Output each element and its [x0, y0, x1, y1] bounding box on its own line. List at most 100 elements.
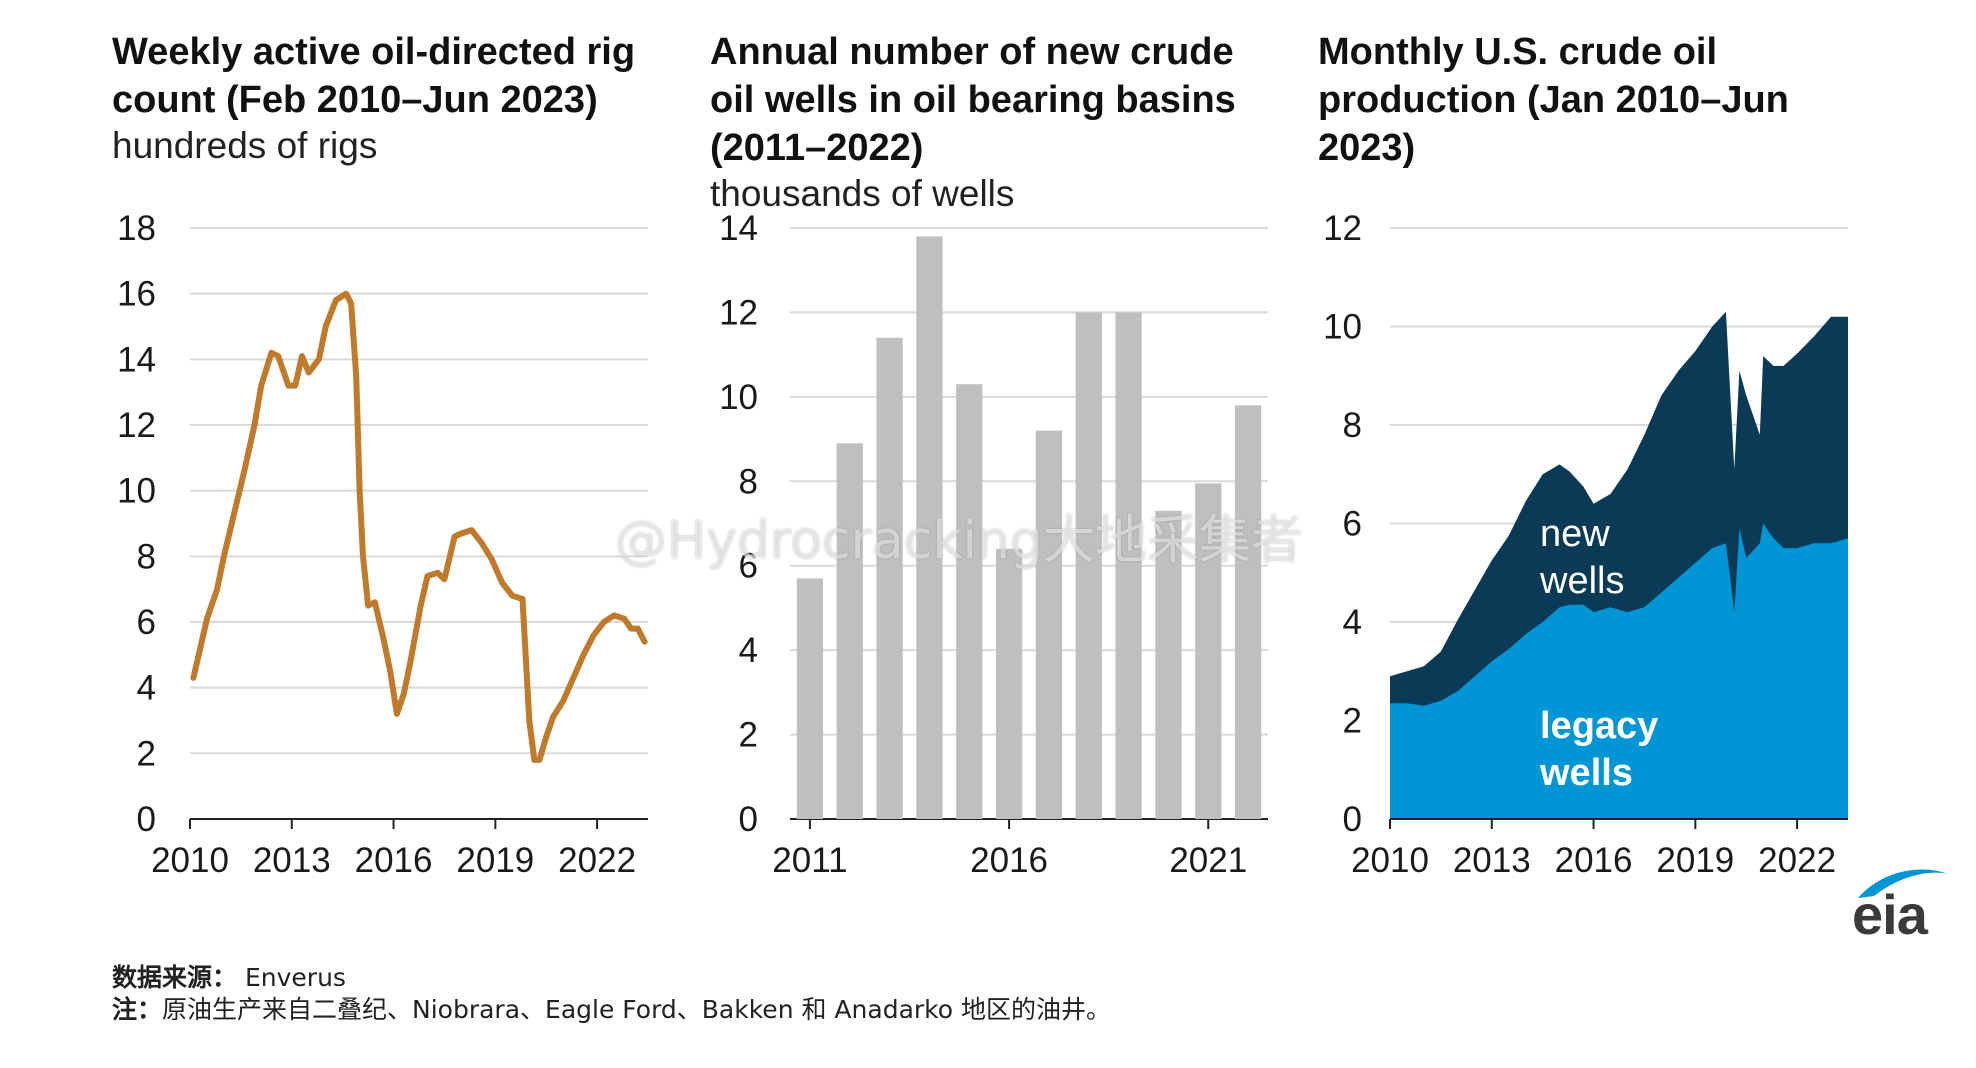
chart2-title-line: Annual number of new crude: [710, 31, 1234, 73]
rig-count-point: [509, 593, 515, 599]
y-tick-label: 6: [1343, 505, 1362, 544]
chart2-title-line: oil wells in oil bearing basins: [710, 79, 1236, 121]
note-value: 原油生产来自二叠纪、Niobrara、Eagle Ford、Bakken 和 A…: [162, 995, 1111, 1024]
rig-count-point: [635, 626, 641, 632]
rig-count-point: [458, 530, 464, 536]
bar-2021: [1195, 483, 1222, 819]
rig-count-point: [536, 757, 542, 763]
rig-count-point: [543, 734, 549, 740]
rig-count-point: [479, 540, 485, 546]
rig-count-point: [387, 668, 393, 674]
source-label: 数据来源：: [112, 963, 238, 992]
rig-count-point: [348, 301, 354, 307]
bar-2013: [876, 337, 903, 819]
rig-count-point: [621, 616, 627, 622]
rig-count-point: [452, 534, 458, 540]
rig-count-point: [441, 576, 447, 582]
bar-2020: [1155, 510, 1182, 819]
bar-2017: [1035, 430, 1063, 819]
rig-count-point: [197, 645, 203, 651]
x-tick-label: 2016: [970, 841, 1048, 880]
rig-count-point: [469, 527, 475, 533]
x-tick-label: 2022: [1758, 841, 1836, 880]
bar-2019: [1115, 312, 1142, 819]
rig-count-point: [353, 373, 359, 379]
x-tick-label: 2010: [1351, 841, 1429, 880]
chart1-title-line: count (Feb 2010–Jun 2023): [112, 79, 598, 121]
bar-2012: [836, 443, 863, 819]
x-tick-label: 2010: [151, 841, 229, 880]
rig-count-point: [357, 488, 363, 494]
x-tick-label: 2022: [558, 841, 636, 880]
rig-count-point: [204, 616, 210, 622]
rig-count-point: [424, 573, 430, 579]
y-tick-label: 14: [719, 209, 758, 248]
rig-count-point: [531, 757, 537, 763]
eia-logo-swoosh-icon: [1858, 869, 1948, 898]
bar-2015: [956, 384, 983, 819]
rig-count-point: [418, 603, 424, 609]
y-tick-label: 10: [719, 378, 758, 417]
rig-count-line: [190, 290, 648, 763]
rig-count-point: [323, 324, 329, 329]
y-tick-label: 12: [117, 406, 156, 445]
new-wells-label: new: [1540, 513, 1610, 555]
chart3-title-line: 2023): [1318, 127, 1416, 169]
source-note: 数据来源： Enverus: [112, 958, 346, 994]
y-tick-label: 10: [117, 472, 156, 511]
rig-count-point: [489, 557, 495, 563]
y-tick-label: 4: [1343, 603, 1362, 642]
rig-count-point: [401, 691, 407, 697]
rig-count-point: [214, 586, 220, 592]
y-tick-label: 8: [739, 462, 758, 501]
legacy-wells-label: wells: [1539, 752, 1633, 794]
rig-count-point: [221, 553, 227, 559]
x-tick-label: 2016: [355, 841, 433, 880]
rig-count-point: [601, 619, 607, 625]
rig-count-point: [285, 383, 291, 389]
y-tick-label: 18: [117, 209, 156, 248]
source-value: Enverus: [244, 963, 346, 992]
legacy-wells-area: [1390, 523, 1848, 819]
rig-count-point: [316, 356, 322, 362]
rig-count-point: [581, 652, 587, 658]
chart2-unit-label: thousands of wells: [710, 173, 1015, 214]
y-tick-label: 2: [739, 716, 758, 755]
y-tick-label: 2: [1343, 702, 1362, 741]
bar-2018: [1075, 312, 1102, 819]
rig-count-point: [343, 291, 349, 297]
y-tick-label: 0: [1343, 800, 1362, 839]
rig-count-point: [360, 553, 366, 559]
x-tick-label: 2016: [1555, 841, 1633, 880]
y-tick-label: 4: [739, 631, 758, 670]
x-tick-label: 2019: [1656, 841, 1734, 880]
rig-count-point: [611, 612, 617, 618]
x-tick-label: 2021: [1169, 841, 1247, 880]
rig-count-point: [292, 383, 298, 389]
rig-count-point: [560, 698, 566, 704]
x-tick-label: 2011: [772, 841, 847, 880]
x-tick-label: 2019: [456, 841, 534, 880]
rig-count-point: [591, 632, 597, 638]
y-tick-label: 0: [739, 800, 758, 839]
x-tick-label: 2013: [253, 841, 331, 880]
rig-count-point: [435, 570, 441, 576]
y-tick-label: 12: [1323, 209, 1362, 248]
y-tick-label: 0: [137, 800, 156, 839]
bar-2022: [1234, 405, 1262, 819]
chart2-title: Annual number of new crude oil wells in …: [710, 28, 1236, 172]
rig-count-point: [526, 718, 532, 723]
y-tick-label: 6: [739, 547, 758, 586]
rig-count-point: [628, 626, 634, 632]
y-tick-label: 4: [137, 669, 156, 708]
bar-2014: [916, 236, 943, 819]
chart1-title: Weekly active oil-directed rig count (Fe…: [112, 28, 635, 124]
legacy-wells-label: legacy: [1540, 705, 1658, 747]
rig-count-point: [241, 468, 247, 474]
y-tick-label: 10: [1323, 308, 1362, 347]
chart2-title-line: (2011–2022): [710, 127, 924, 169]
new-wells-label: wells: [1539, 560, 1624, 602]
rig-count-point: [394, 711, 400, 717]
chart1-title-line: Weekly active oil-directed rig: [112, 31, 636, 73]
